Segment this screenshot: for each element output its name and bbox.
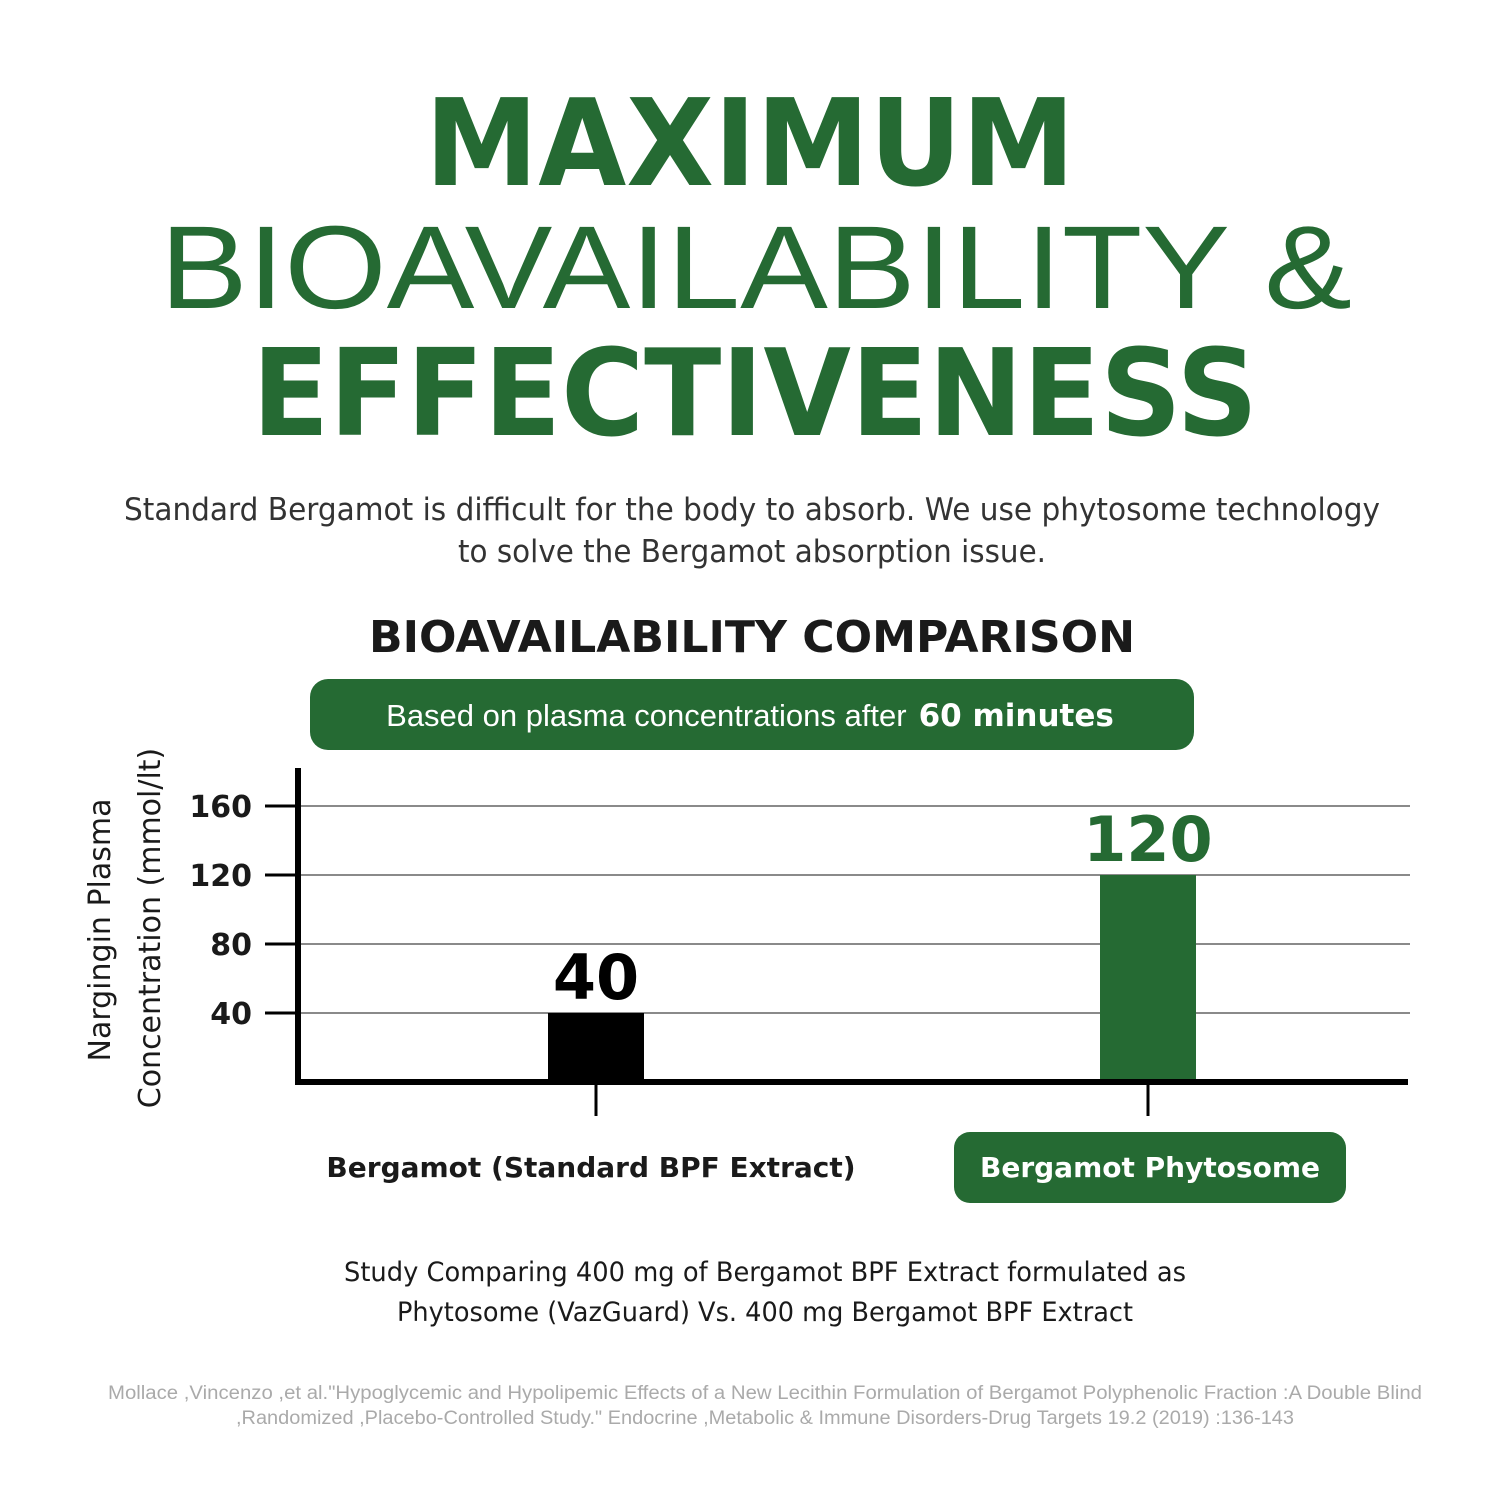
- bar: [1100, 875, 1196, 1082]
- y-tick-label: 80: [210, 928, 252, 963]
- value-label: 40: [553, 941, 639, 1014]
- x-tick-label: Bergamot Phytosome: [980, 1151, 1320, 1184]
- headline: MAXIMUM: [425, 75, 1075, 214]
- x-tick-label: Bergamot (Standard BPF Extract): [326, 1151, 855, 1184]
- y-tick-label: 160: [189, 790, 252, 825]
- value-label: 120: [1083, 803, 1212, 876]
- citation: ,Randomized ,Placebo-Controlled Study." …: [236, 1408, 1294, 1429]
- study-note: Study Comparing 400 mg of Bergamot BPF E…: [344, 1257, 1186, 1288]
- bar: [548, 1013, 644, 1082]
- chart-title: BIOAVAILABILITY COMPARISON: [369, 612, 1135, 663]
- intro-text: to solve the Bergamot absorption issue.: [458, 534, 1046, 570]
- subtitle-box: [310, 679, 1194, 750]
- headline: EFFECTIVENESS: [252, 325, 1258, 464]
- subtitle-lead: Based on plasma concentrations after: [386, 698, 906, 733]
- y-tick-label: 120: [189, 859, 252, 894]
- y-axis-label: Concentration (mmol/lt): [133, 748, 168, 1109]
- category-box: [954, 1132, 1346, 1203]
- subtitle-emphasis: 60 minutes: [919, 698, 1114, 734]
- study-note: Phytosome (VazGuard) Vs. 400 mg Bergamot…: [397, 1297, 1133, 1328]
- y-tick-label: 40: [210, 997, 252, 1032]
- y-axis-label: Nargingin Plasma: [83, 799, 118, 1062]
- intro-text: Standard Bergamot is difficult for the b…: [124, 492, 1380, 528]
- headline: BIOAVAILABILITY &: [160, 202, 1352, 334]
- citation: Mollace ,Vincenzo ,et al."Hypoglycemic a…: [108, 1383, 1422, 1404]
- chart-subtitle: Based on plasma concentrations after 60 m…: [386, 698, 1114, 734]
